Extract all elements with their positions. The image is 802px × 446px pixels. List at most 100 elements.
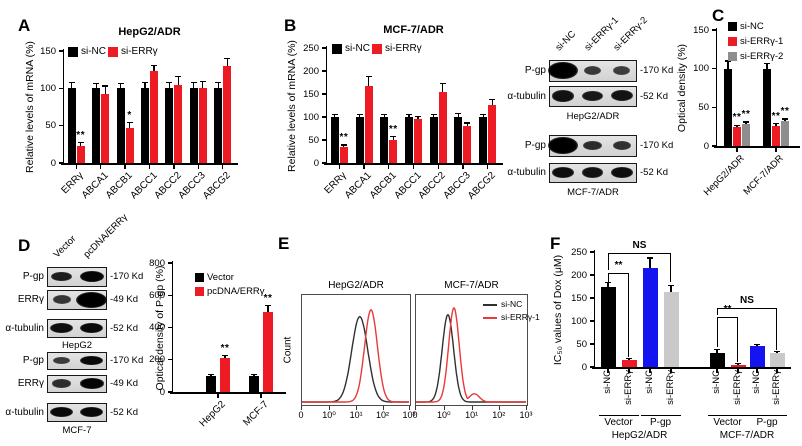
x-tick-label: 10³	[402, 410, 416, 420]
error-bar	[358, 114, 361, 117]
chart-title: MCF-7/ADR	[383, 24, 444, 36]
y-tick-label: 100	[40, 82, 56, 94]
legend-label: si-ERRγ	[121, 46, 158, 57]
blot-group-label: HepG2/ADR	[566, 111, 620, 122]
bar	[223, 65, 232, 163]
x-axis-tick	[670, 369, 672, 373]
panel-a: A Relative levels of mRNA (%) HepG2/ADR 0 5…	[10, 8, 268, 220]
significance-label: **	[220, 342, 230, 354]
y-axis-tick	[167, 326, 172, 329]
x-tick-label: 0	[298, 410, 304, 420]
x-axis-tick	[607, 369, 609, 373]
protein-band	[79, 270, 104, 283]
x-bar-label: si-ERRγ	[665, 370, 676, 405]
error-bar-cap	[166, 81, 173, 83]
x-axis-tick	[329, 406, 331, 410]
error-bar-cap	[774, 350, 780, 352]
y-tick-label: 150	[693, 24, 709, 36]
legend-label: si-NC	[740, 20, 764, 32]
y-axis	[715, 28, 717, 146]
protein-band	[612, 140, 631, 151]
error-bar	[343, 145, 345, 147]
protein-band	[552, 167, 575, 178]
blot-box	[548, 135, 637, 157]
protein-band	[548, 61, 579, 80]
blot-row-label: α-tubulin	[507, 167, 546, 178]
error-bar	[383, 114, 385, 117]
legend-swatch	[195, 273, 204, 282]
legend-swatch	[372, 44, 382, 54]
error-bar-cap	[735, 363, 741, 365]
x-axis-tick	[409, 406, 411, 410]
bar	[67, 88, 76, 163]
error-bar-cap	[455, 112, 462, 114]
significance-label: **	[388, 123, 398, 135]
error-bar	[482, 114, 484, 117]
y-tick-label: 0	[703, 140, 709, 152]
error-bar	[95, 83, 97, 89]
x-axis-tick	[124, 165, 126, 169]
error-bar-cap	[93, 82, 100, 84]
legend-label: si-ERRγ-1	[740, 35, 784, 47]
blot-row-label: P-gp	[22, 355, 44, 366]
protein-band	[79, 355, 104, 366]
blot-row-label: P-gp	[524, 140, 546, 151]
significance-label: *	[127, 109, 132, 121]
error-bar-cap	[222, 355, 228, 357]
error-bar-cap	[439, 82, 446, 84]
y-axis-tick	[711, 106, 716, 108]
error-bar-cap	[754, 343, 760, 346]
error-bar-cap	[430, 113, 437, 115]
y-axis-tick	[711, 68, 716, 70]
x-tick-label: 10²	[492, 410, 506, 420]
protein-band	[51, 379, 72, 388]
error-bar	[716, 349, 718, 354]
y-tick-label: 800	[149, 257, 165, 269]
error-bar-cap	[480, 113, 487, 115]
flow-curve-si-ERRγ-1	[302, 309, 409, 403]
y-axis-tick	[321, 139, 326, 141]
y-tick-label: 50	[698, 101, 709, 113]
y-tick-label: 150	[303, 88, 319, 100]
x-axis-tick	[388, 165, 390, 169]
y-tick-label: 100	[303, 111, 319, 123]
y-axis-tick	[589, 366, 594, 368]
legend-swatch	[68, 47, 78, 57]
y-tick-label: 200	[303, 65, 319, 77]
flow-plot-box	[301, 294, 411, 406]
legend-label: si-NC	[501, 299, 523, 309]
y-tick-label: 100	[693, 63, 709, 75]
significance-label: **	[771, 110, 781, 122]
x-tick-label: 10¹	[349, 410, 363, 420]
legend-label: si-NC	[345, 43, 370, 54]
y-tick-label: 200	[571, 269, 587, 281]
blot-row-label: ERRγ	[17, 294, 44, 305]
y-axis	[62, 49, 64, 163]
protein-band	[49, 406, 74, 418]
protein-band	[79, 378, 104, 389]
stat-bracket-leg	[717, 316, 719, 348]
legend-line	[483, 304, 497, 307]
y-axis	[593, 250, 595, 367]
y-axis-tick	[321, 70, 326, 72]
stat-bracket-line	[608, 252, 671, 255]
error-bar-cap	[331, 113, 338, 115]
bar	[454, 117, 463, 163]
error-bar	[466, 122, 469, 127]
error-bar	[649, 257, 651, 269]
stat-bracket-label: NS	[740, 295, 754, 307]
error-bar-cap	[773, 122, 779, 125]
bar	[479, 117, 488, 163]
error-bar-cap	[224, 57, 231, 60]
x-axis	[324, 163, 503, 165]
molecular-weight-label: -170 Kd	[110, 271, 144, 282]
y-tick-label: 250	[571, 246, 587, 258]
flow-histogram-curves	[302, 309, 409, 403]
bar	[663, 292, 679, 367]
error-bar-cap	[365, 75, 372, 78]
panel-e-letter: E	[278, 234, 290, 253]
error-bar-cap	[489, 98, 496, 101]
error-bar	[177, 76, 180, 86]
protein-band	[52, 295, 71, 304]
x-tick-label: 10¹	[465, 410, 479, 420]
